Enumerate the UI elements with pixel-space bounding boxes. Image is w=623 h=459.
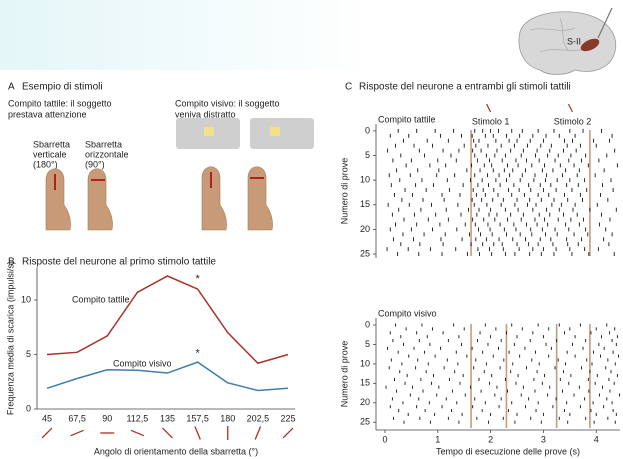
panel-title: Risposte del neurone al primo stimolo ta… [22,257,216,268]
y-axis-label: Frequenza media di scarica (impulsi/s) [5,261,15,415]
stimulus-text: verticale [33,149,67,159]
x-axis-label: Angolo di orientamento della sbarretta (… [94,446,258,456]
annotation: Stimolo 1 [472,116,510,126]
y-tick-label: 25 [360,417,370,427]
panel-letter: C [345,82,352,93]
annotation: * [195,347,200,359]
x-tick-label: 180 [220,413,235,423]
orientation-icon [283,428,293,438]
y-tick-label: 5 [26,349,31,359]
raster-label: Compito tattile [378,114,436,124]
y-axis-label: Numero di prove [339,158,349,225]
x-tick-label: 225 [280,413,295,423]
brain-label: S-II [567,36,581,46]
y-tick-label: 5 [365,339,370,349]
x-tick-label: 90 [102,413,112,423]
figure: S-II A Esempio di stimoli Compito tattil… [0,0,623,459]
stimulus-text: orizzontale [85,149,129,159]
annotation-pointer [568,104,572,112]
x-tick-label: 135 [160,413,175,423]
y-tick-label: 10 [360,175,370,185]
x-tick-label: 45 [42,413,52,423]
task-text: Compito tattile: il soggetto [8,98,112,108]
annotation: Stimolo 2 [554,116,592,126]
y-tick-label: 0 [26,403,31,413]
raster-label: Compito visivo [378,308,437,318]
series-label: Compito visivo [113,358,172,368]
x-tick-label: 1 [435,434,440,444]
annotation-pointer [487,104,491,112]
x-tick-label: 4 [594,434,599,444]
series-line [47,276,288,363]
orientation-icon [42,428,52,438]
y-tick-label: 5 [365,150,370,160]
stimulus-text: (90°) [85,159,105,169]
panel-title: Risposte del neurone a entrambi gli stim… [359,82,571,93]
task-text: veniva distratto [175,109,236,119]
task-text: Compito visivo: il soggetto [175,98,280,108]
orientation-icon [131,430,144,435]
stimulus-text: (180°) [33,159,58,169]
y-tick-label: 25 [360,248,370,258]
y-tick-label: 0 [365,319,370,329]
stimulus-text: Sbarretta [85,139,122,149]
orientation-icon [255,427,260,440]
x-tick-label: 67,5 [68,413,86,423]
x-tick-label: 112,5 [126,413,148,423]
y-tick-label: 15 [360,378,370,388]
y-tick-label: 20 [360,397,370,407]
series-label: Compito tattile [72,294,130,304]
finger-illustrations [46,118,314,230]
page: S-II A Esempio di stimoli Compito tattil… [0,0,623,459]
orientation-icon [195,427,200,440]
panel-title: Esempio di stimoli [22,82,103,93]
x-axis-label: Tempo di esecuzione delle prove (s) [436,446,580,456]
x-tick-label: 202,5 [247,413,270,423]
annotation: * [195,273,200,285]
task-text: prestava attenzione [8,109,87,119]
stimulus-text: Sbarretta [33,139,70,149]
y-axis-label: Numero di prove [339,341,349,408]
orientation-icon [71,430,84,435]
orientation-icon [163,428,173,438]
x-tick-label: 0 [382,434,387,444]
x-tick-label: 157,5 [186,413,209,423]
y-tick-label: 15 [360,199,370,209]
x-tick-label: 3 [541,434,546,444]
x-tick-label: 2 [488,434,493,444]
y-tick-label: 20 [360,224,370,234]
y-tick-label: 10 [360,358,370,368]
y-tick-label: 10 [21,294,31,304]
y-tick-label: 0 [365,125,370,135]
panel-letter: A [8,82,15,93]
